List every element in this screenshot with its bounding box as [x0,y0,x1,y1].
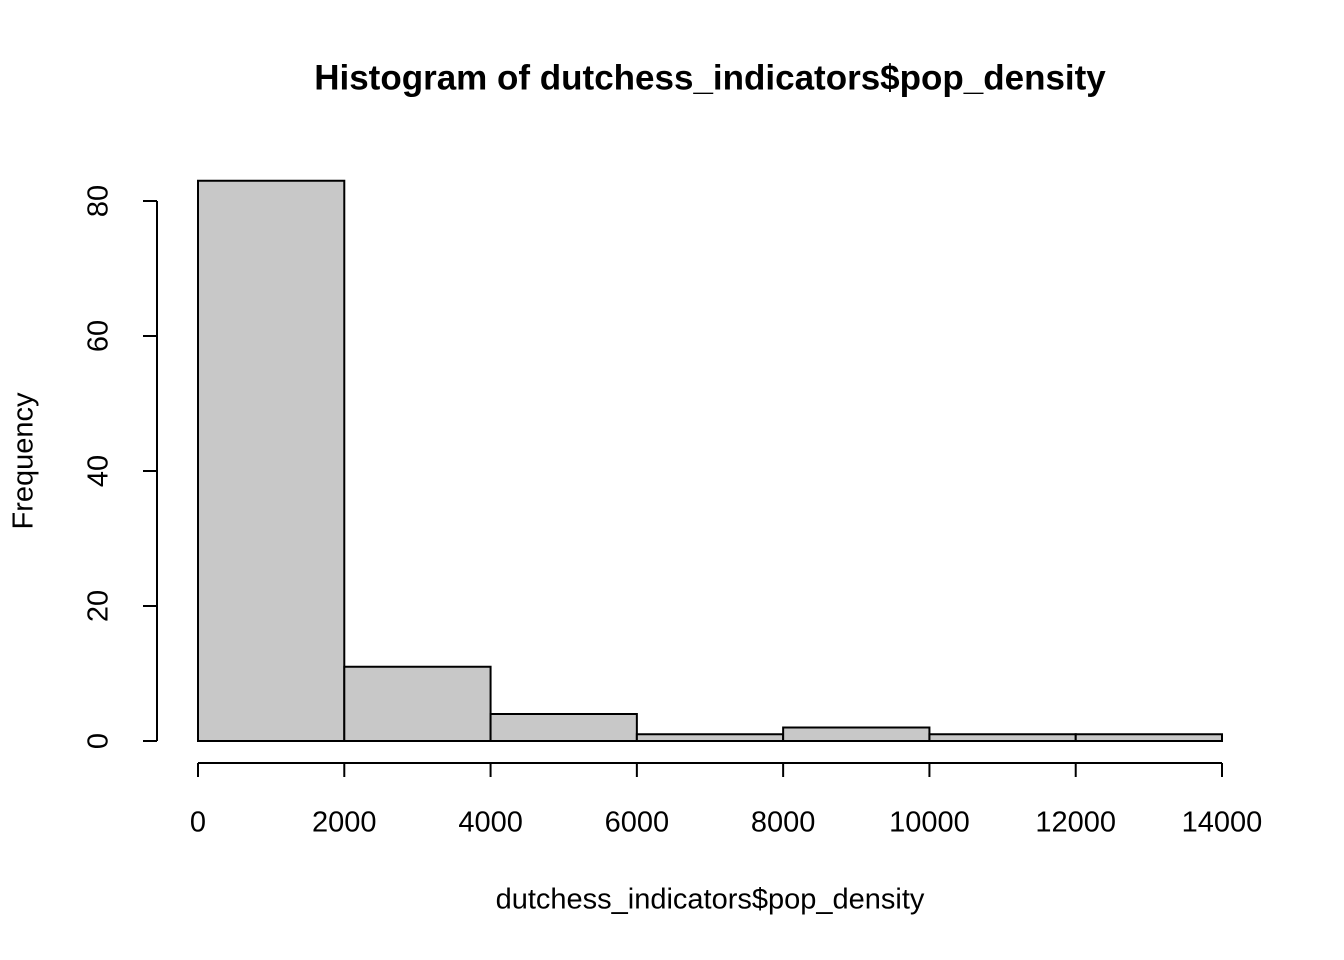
bar [489,713,638,742]
bar [197,179,346,742]
bar [635,733,785,742]
x-tick-label: 0 [190,807,206,839]
x-axis-label: dutchess_indicators$pop_density [496,884,925,916]
chart-title: Histogram of dutchess_indicators$pop_den… [314,58,1106,97]
bar [782,726,931,742]
x-tick-label: 10000 [889,807,970,839]
bar [343,665,492,742]
x-tick-label: 2000 [312,807,377,839]
y-tick-label: 60 [83,320,115,352]
x-tick-label: 14000 [1182,807,1263,839]
bar [1074,733,1223,742]
x-tick-label: 8000 [751,807,816,839]
x-tick-label: 6000 [605,807,670,839]
bar [928,733,1077,742]
x-tick-label: 4000 [458,807,523,839]
y-tick-label: 20 [83,590,115,622]
y-tick-label: 40 [83,455,115,487]
y-axis-label: Frequency [8,392,40,530]
y-tick-label: 0 [83,733,115,749]
y-tick-label: 80 [83,185,115,217]
x-tick-label: 12000 [1035,807,1116,839]
